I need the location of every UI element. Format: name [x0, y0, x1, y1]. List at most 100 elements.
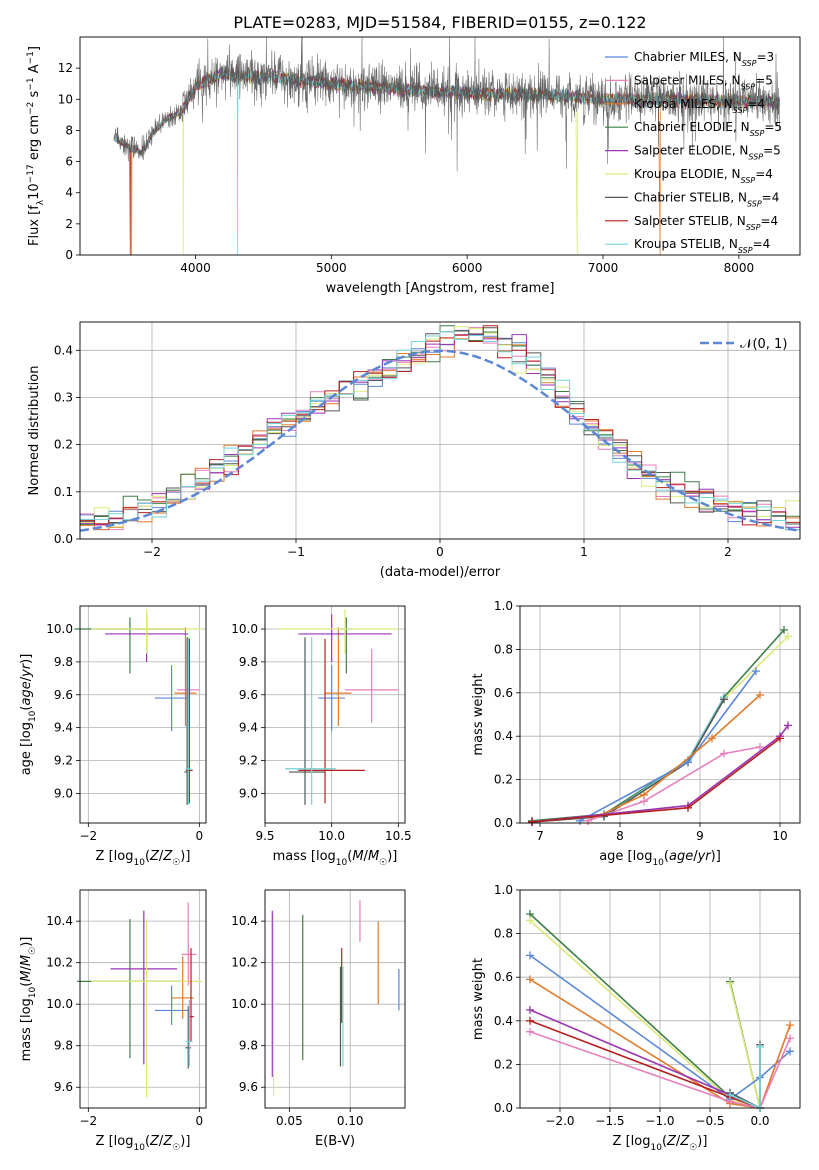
y-tick-label: 9.6 — [239, 1080, 258, 1094]
x-tick-label: 9 — [696, 829, 704, 843]
y-tick-label: 0.6 — [494, 686, 513, 700]
marker-kroupa-elodie — [526, 916, 534, 925]
y-tick-label: 12 — [58, 61, 73, 75]
y-tick-label: 9.8 — [54, 655, 73, 669]
x-tick-label: 4000 — [180, 261, 211, 275]
y-tick-label: 0.2 — [54, 438, 73, 452]
y-tick-label: 8 — [65, 123, 73, 137]
x-tick-label: −0.5 — [695, 1114, 724, 1128]
marker-salpeter-miles — [640, 797, 648, 806]
x-tick-label: −2 — [79, 1114, 97, 1128]
y-tick-label: 1.0 — [494, 599, 513, 613]
y-axis-label: mass weight — [471, 673, 486, 755]
x-tick-label: 0.10 — [337, 1114, 364, 1128]
y-tick-label: 9.8 — [54, 1039, 73, 1053]
y-tick-label: 0.2 — [494, 773, 513, 787]
legend-label-kroupa-elodie: Kroupa ELODIE, NSSP=4 — [634, 167, 773, 185]
y-tick-label: 4 — [65, 186, 73, 200]
marker-kroupa-elodie — [726, 979, 734, 988]
x-tick-label: −2.0 — [545, 1114, 574, 1128]
legend-label-salpeter-elodie: Salpeter ELODIE, NSSP=5 — [634, 144, 781, 162]
x-tick-label: 5000 — [316, 261, 347, 275]
x-tick-label: 0 — [196, 829, 204, 843]
legend-label-normal: 𝒩(0, 1) — [740, 337, 787, 352]
y-tick-label: 9.8 — [239, 655, 258, 669]
x-tick-label: 8000 — [724, 261, 755, 275]
y-tick-label: 10.0 — [46, 622, 73, 636]
y-tick-label: 9.6 — [239, 688, 258, 702]
y-tick-label: 0.3 — [54, 390, 73, 404]
y-tick-label: 0.4 — [494, 729, 513, 743]
x-axis-label: Z [log10(Z/Z☉)] — [613, 1134, 708, 1153]
marker-chabrier-miles — [684, 758, 692, 767]
y-tick-label: 10.0 — [231, 622, 258, 636]
x-axis-label: wavelength [Angstrom, rest frame] — [326, 281, 555, 296]
legend-label-kroupa-miles: Kroupa MILES, NSSP=4 — [634, 97, 765, 115]
marker-salpeter-elodie — [784, 721, 792, 730]
x-tick-label: 1 — [580, 545, 588, 559]
legend-label-salpeter-stelib: Salpeter STELIB, NSSP=4 — [634, 214, 778, 232]
y-tick-label: 10.2 — [46, 956, 73, 970]
legend-label-salpeter-miles: Salpeter MILES, NSSP=5 — [634, 73, 773, 91]
y-tick-label: 2 — [65, 217, 73, 231]
marker-salpeter-stelib — [526, 1016, 534, 1025]
marker-salpeter-stelib — [528, 817, 536, 826]
y-axis-label: mass weight — [471, 958, 486, 1040]
y-tick-label: 10.4 — [46, 914, 73, 928]
axes-frame — [79, 889, 207, 1109]
x-tick-label: 10.5 — [385, 829, 412, 843]
x-tick-label: 0.05 — [276, 1114, 303, 1128]
marker-kroupa-miles — [786, 1021, 794, 1030]
axes-frame — [264, 889, 406, 1109]
massweight-vs-age-panel: 7 8 9 10 0.0 0.2 0.4 0.6 0.8 1.0 age [log10(age/yr… — [471, 599, 801, 868]
legend-label-chabrier-miles: Chabrier MILES, NSSP=3 — [634, 50, 774, 68]
marker-chabrier-miles — [786, 1047, 794, 1056]
marker-salpeter-miles — [584, 816, 592, 825]
x-axis-label: age [log10(age/yr)] — [599, 849, 721, 868]
y-tick-label: 0.2 — [494, 1057, 513, 1071]
mass-vs-ebv-panel: 0.05 0.10 9.6 9.8 10.0 10.2 10.4 E(B-V) — [231, 889, 406, 1149]
axes-frame — [79, 36, 801, 256]
marker-salpeter-stelib — [776, 734, 784, 743]
massweight-vs-metallicity-panel: −2.0 −1.5 −1.0 −0.5 0.0 0.0 0.2 0.4 0.6 0.8 1.0 Z [… — [471, 883, 801, 1153]
marker-kroupa-miles — [708, 734, 716, 743]
legend-label-chabrier-stelib: Chabrier STELIB, NSSP=4 — [634, 190, 779, 208]
y-tick-label: 10.0 — [231, 997, 258, 1011]
marker-salpeter-stelib — [684, 803, 692, 812]
y-tick-label: 0.4 — [54, 343, 73, 357]
y-tick-label: 0.6 — [494, 970, 513, 984]
series-line-salpeter-elodie — [531, 724, 789, 823]
marker-chabrier-miles — [752, 667, 760, 676]
marker-salpeter-miles — [786, 1034, 794, 1043]
marker-kroupa-miles — [526, 975, 534, 984]
x-tick-label: −2 — [79, 829, 97, 843]
y-tick-label: 9.6 — [54, 1080, 73, 1094]
y-tick-label: 9.6 — [54, 688, 73, 702]
y-tick-label: 10.0 — [46, 997, 73, 1011]
y-tick-label: 9.0 — [239, 786, 258, 800]
y-tick-label: 1.0 — [494, 883, 513, 897]
x-tick-label: 0 — [436, 545, 444, 559]
series-line-kroupa-miles — [587, 694, 761, 822]
marker-kroupa-stelib — [756, 1042, 764, 1051]
series-line-salpeter-miles — [529, 1030, 791, 1109]
y-tick-label: 0.0 — [54, 532, 73, 546]
marker-salpeter-miles — [756, 743, 764, 752]
x-tick-label: −1.0 — [645, 1114, 674, 1128]
y-tick-label: 0.4 — [494, 1014, 513, 1028]
x-tick-label: −1 — [287, 545, 305, 559]
y-axis-label: mass [log10(M/M☉)] — [19, 937, 38, 1062]
x-tick-label: 10 — [772, 829, 787, 843]
y-tick-label: 0.1 — [54, 485, 73, 499]
legend: Chabrier MILES, NSSP=3 Salpeter MILES, NS… — [605, 50, 782, 255]
x-tick-label: 7 — [536, 829, 544, 843]
marker-kroupa-elodie — [784, 632, 792, 641]
axes-frame — [519, 889, 801, 1109]
axes-frame — [519, 605, 801, 824]
axes-frame — [79, 605, 207, 824]
x-tick-label: 0 — [196, 1114, 204, 1128]
y-tick-label: 10.4 — [231, 914, 258, 928]
y-axis-label: age [log10(age/yr)] — [19, 654, 38, 776]
x-axis-label: Z [log10(Z/Z☉)] — [96, 1134, 191, 1153]
